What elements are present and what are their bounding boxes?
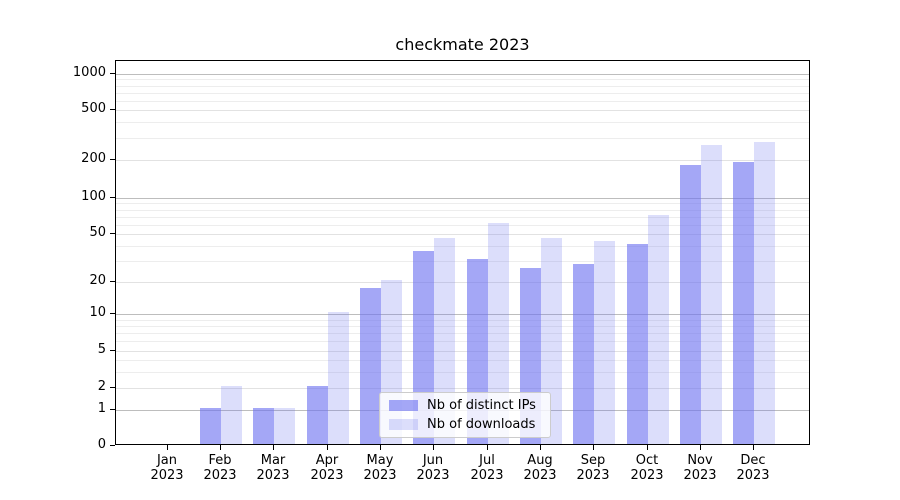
- gridline: [116, 110, 809, 111]
- legend-swatch-distinct-ips: [389, 400, 418, 411]
- legend: Nb of distinct IPs Nb of downloads: [379, 392, 551, 438]
- x-tick-mark: [753, 445, 754, 450]
- x-tick-mark: [273, 445, 274, 450]
- x-tick-mark: [433, 445, 434, 450]
- y-tick-label: 200: [81, 151, 106, 166]
- gridline-minor: [116, 320, 809, 321]
- bar-oct-ips: [627, 244, 648, 444]
- gridline-minor: [116, 341, 809, 342]
- bar-may-ips: [360, 288, 381, 444]
- bar-mar-ips: [253, 408, 274, 444]
- x-tick-mark: [593, 445, 594, 450]
- y-tick-label: 10: [89, 305, 106, 320]
- gridline-minor: [116, 122, 809, 123]
- gridline-minor: [116, 246, 809, 247]
- gridline-minor: [116, 210, 809, 211]
- x-tick-label-dec: Dec 2023: [736, 453, 770, 483]
- plot-area: Nb of distinct IPs Nb of downloads: [115, 60, 810, 445]
- x-tick-label-aug: Aug 2023: [523, 453, 557, 483]
- bar-jul-downloads: [488, 223, 509, 444]
- y-tick-mark: [110, 197, 115, 198]
- bar-nov-ips: [680, 165, 701, 444]
- y-tick-mark: [110, 281, 115, 282]
- gridline-minor: [116, 261, 809, 262]
- gridline-minor: [116, 203, 809, 204]
- gridline-minor: [116, 326, 809, 327]
- y-tick-label: 20: [89, 273, 106, 288]
- legend-swatch-downloads: [389, 419, 418, 430]
- bar-mar-downloads: [274, 408, 295, 444]
- x-tick-label-oct: Oct 2023: [630, 453, 664, 483]
- x-tick-label-jul: Jul 2023: [470, 453, 504, 483]
- y-tick-label: 100: [81, 189, 106, 204]
- x-tick-mark: [167, 445, 168, 450]
- y-tick-mark: [110, 73, 115, 74]
- legend-item-distinct-ips: Nb of distinct IPs: [389, 398, 541, 413]
- legend-item-downloads: Nb of downloads: [389, 417, 541, 432]
- x-tick-label-apr: Apr 2023: [310, 453, 344, 483]
- gridline: [116, 282, 809, 283]
- x-tick-mark: [487, 445, 488, 450]
- x-tick-label-mar: Mar 2023: [256, 453, 290, 483]
- y-tick-mark: [110, 233, 115, 234]
- gridline-minor: [116, 372, 809, 373]
- y-tick-label: 1000: [72, 65, 106, 80]
- bar-feb-ips: [200, 408, 221, 444]
- gridline-minor: [116, 138, 809, 139]
- chart-title: checkmate 2023: [395, 35, 530, 54]
- x-tick-mark: [647, 445, 648, 450]
- x-tick-label-feb: Feb 2023: [203, 453, 237, 483]
- y-tick-label: 50: [89, 225, 106, 240]
- x-tick-label-nov: Nov 2023: [683, 453, 717, 483]
- gridline: [116, 234, 809, 235]
- y-tick-mark: [110, 109, 115, 110]
- x-tick-mark: [220, 445, 221, 450]
- bar-feb-downloads: [221, 386, 242, 444]
- bar-dec-downloads: [754, 142, 775, 444]
- bar-nov-downloads: [701, 145, 722, 444]
- y-tick-mark: [110, 159, 115, 160]
- bar-dec-ips: [733, 162, 754, 444]
- x-tick-mark: [540, 445, 541, 450]
- y-tick-mark: [110, 387, 115, 388]
- y-tick-label: 1: [97, 401, 106, 416]
- gridline-minor: [116, 225, 809, 226]
- y-tick-mark: [110, 313, 115, 314]
- gridline: [116, 198, 809, 199]
- gridline: [116, 160, 809, 161]
- x-tick-mark: [380, 445, 381, 450]
- gridline: [116, 388, 809, 389]
- y-tick-mark: [110, 350, 115, 351]
- x-tick-mark: [327, 445, 328, 450]
- y-tick-label: 2: [97, 379, 106, 394]
- x-tick-label-jan: Jan 2023: [150, 453, 184, 483]
- gridline-minor: [116, 79, 809, 80]
- y-tick-label: 0: [97, 437, 106, 452]
- y-tick-label: 5: [97, 342, 106, 357]
- bar-sep-downloads: [594, 241, 615, 444]
- gridline-minor: [116, 93, 809, 94]
- x-tick-label-sep: Sep 2023: [576, 453, 610, 483]
- x-tick-label-may: May 2023: [363, 453, 397, 483]
- x-tick-mark: [700, 445, 701, 450]
- gridline-minor: [116, 360, 809, 361]
- y-tick-mark: [110, 409, 115, 410]
- legend-label-distinct-ips: Nb of distinct IPs: [427, 398, 536, 413]
- gridline: [116, 351, 809, 352]
- gridline: [116, 74, 809, 75]
- bar-apr-downloads: [328, 312, 349, 444]
- legend-label-downloads: Nb of downloads: [427, 417, 536, 432]
- gridline-minor: [116, 333, 809, 334]
- gridline: [116, 314, 809, 315]
- bar-oct-downloads: [648, 215, 669, 444]
- gridline-minor: [116, 101, 809, 102]
- y-tick-label: 500: [81, 101, 106, 116]
- gridline-minor: [116, 217, 809, 218]
- bar-sep-ips: [573, 264, 594, 444]
- x-tick-label-jun: Jun 2023: [416, 453, 450, 483]
- y-tick-mark: [110, 445, 115, 446]
- bar-apr-ips: [307, 386, 328, 444]
- gridline-minor: [116, 86, 809, 87]
